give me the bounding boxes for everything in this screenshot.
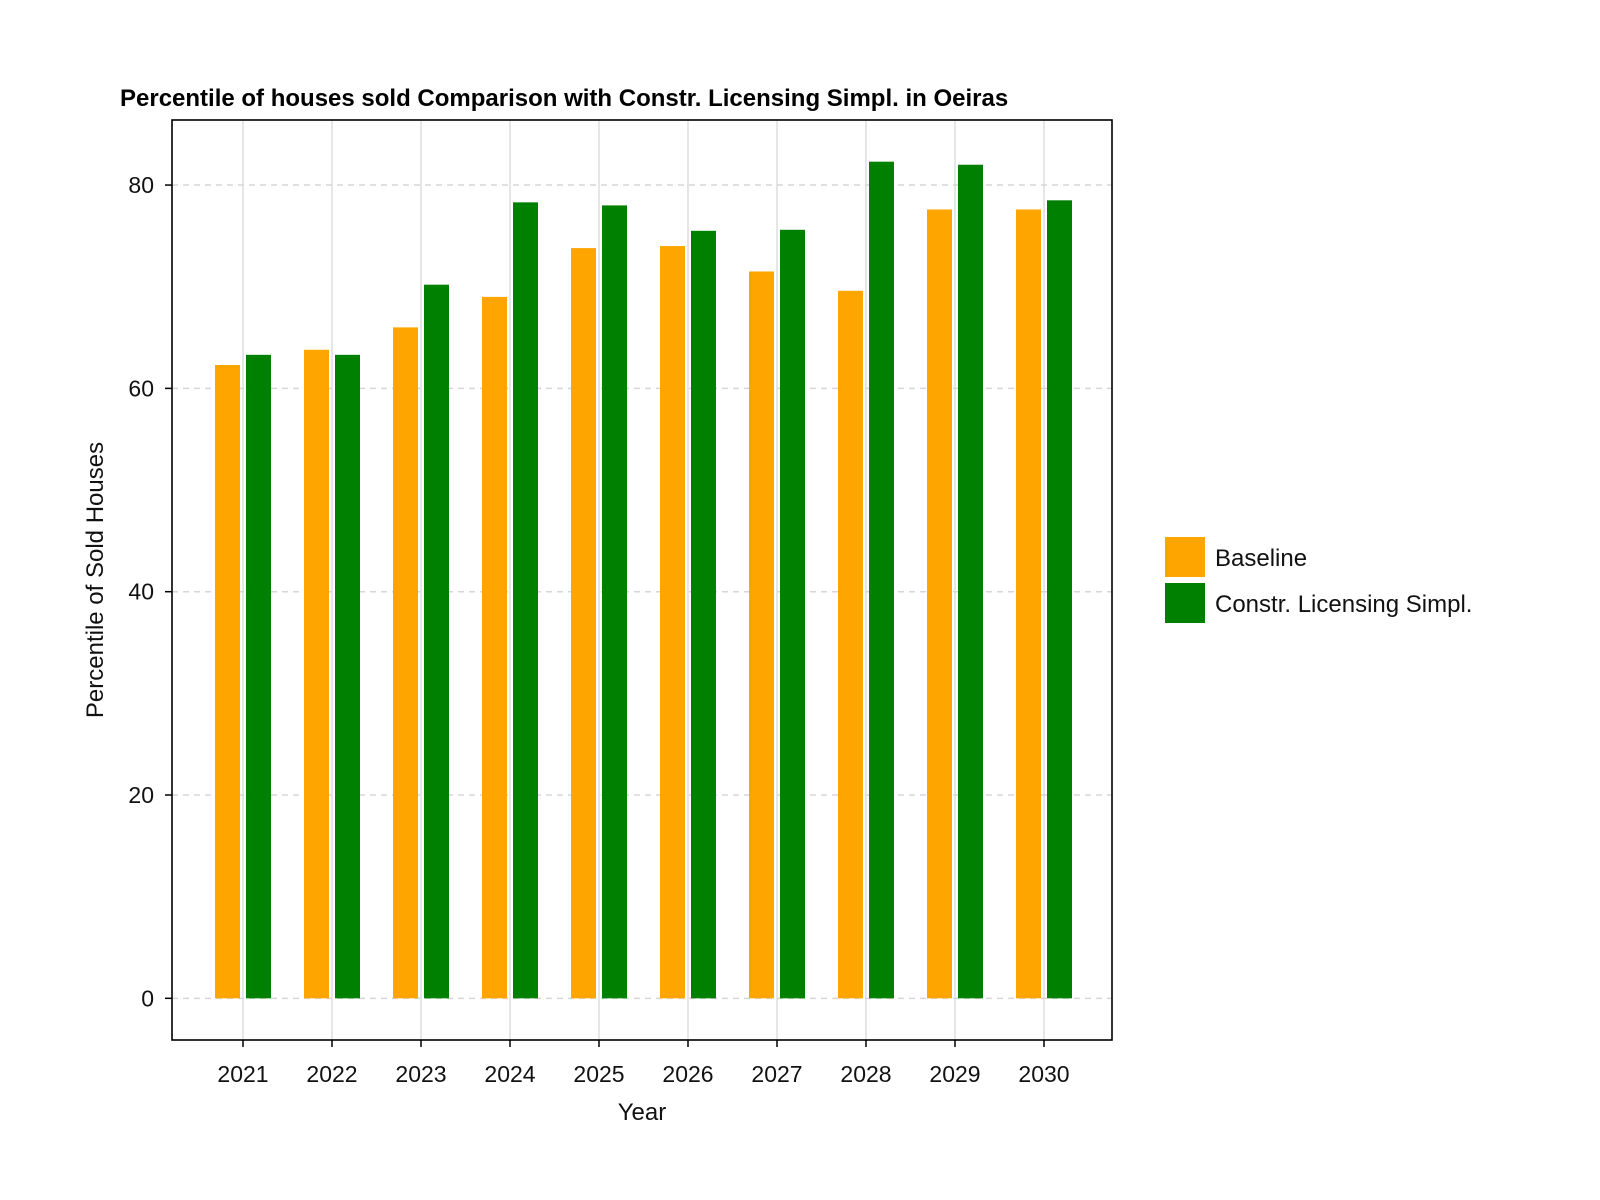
bar-constr-licensing-simpl-2028 <box>869 161 894 999</box>
y-tick-label: 20 <box>128 782 154 808</box>
legend-swatch <box>1165 583 1205 623</box>
bar-baseline-2030 <box>1016 209 1041 999</box>
bar-baseline-2027 <box>749 271 774 999</box>
bar-baseline-2026 <box>660 246 685 999</box>
y-tick-label: 80 <box>128 172 154 198</box>
bar-baseline-2024 <box>482 296 507 999</box>
legend: Baseline Constr. Licensing Simpl. <box>1165 537 1472 623</box>
legend-label: Baseline <box>1215 545 1307 572</box>
y-axis-title: Percentile of Sold Houses <box>82 442 109 718</box>
y-tick-label: 60 <box>128 375 154 401</box>
bar-constr-licensing-simpl-2023 <box>424 284 449 999</box>
x-tick-label: 2024 <box>484 1061 535 1087</box>
bar-baseline-2025 <box>571 248 596 999</box>
bar-constr-licensing-simpl-2022 <box>335 354 360 999</box>
bar-constr-licensing-simpl-2025 <box>602 205 627 999</box>
x-tick-label: 2022 <box>306 1061 357 1087</box>
y-tick-label: 40 <box>128 579 154 605</box>
bar-baseline-2023 <box>393 327 418 999</box>
chart-title: Percentile of houses sold Comparison wit… <box>120 85 1008 112</box>
x-axis: 2021 2022 2023 2024 2025 2026 2027 2028 2029 2030 <box>217 1040 1070 1087</box>
bar-baseline-2028 <box>838 290 863 999</box>
x-tick-label: 2026 <box>662 1061 713 1087</box>
bar-constr-licensing-simpl-2030 <box>1047 200 1072 999</box>
bar-baseline-2021 <box>215 364 240 999</box>
bar-baseline-2022 <box>304 349 329 999</box>
x-tick-label: 2021 <box>217 1061 268 1087</box>
x-axis-title: Year <box>618 1099 667 1126</box>
plot-frame <box>171 119 1113 1041</box>
y-tick-label: 0 <box>141 985 154 1011</box>
bar-baseline-2029 <box>927 209 952 999</box>
x-tick-label: 2028 <box>840 1061 891 1087</box>
bar-constr-licensing-simpl-2027 <box>780 229 805 999</box>
legend-swatch <box>1165 537 1205 577</box>
x-tick-label: 2025 <box>573 1061 624 1087</box>
bar-constr-licensing-simpl-2026 <box>691 230 716 999</box>
x-tick-label: 2029 <box>929 1061 980 1087</box>
x-tick-label: 2027 <box>751 1061 802 1087</box>
x-tick-label: 2030 <box>1018 1061 1069 1087</box>
bar-constr-licensing-simpl-2029 <box>958 164 983 999</box>
x-tick-label: 2023 <box>395 1061 446 1087</box>
bar-constr-licensing-simpl-2021 <box>246 354 271 999</box>
y-axis: 0 20 40 60 80 <box>128 172 172 1011</box>
legend-label: Constr. Licensing Simpl. <box>1215 591 1472 618</box>
bars <box>215 161 1072 999</box>
bar-constr-licensing-simpl-2024 <box>513 202 538 999</box>
